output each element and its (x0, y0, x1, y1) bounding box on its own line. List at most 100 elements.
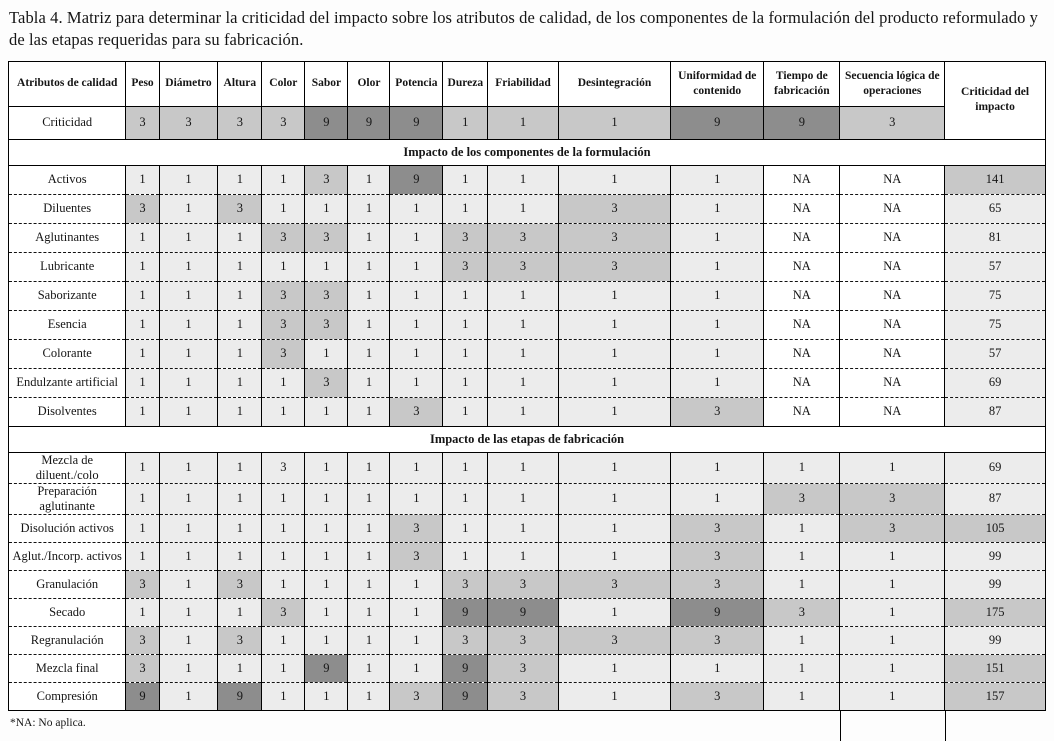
value-cell: 1 (557, 165, 671, 195)
value-cell: NA (839, 193, 945, 224)
value-cell: 1 (839, 569, 945, 599)
value-cell: 1 (442, 309, 488, 340)
value-cell: 3 (557, 625, 671, 655)
value-cell: 3 (839, 482, 945, 515)
value-cell: 1 (158, 309, 218, 340)
value-cell: 1 (442, 193, 488, 224)
value-cell: 1 (347, 513, 390, 543)
value-cell: 1 (125, 251, 160, 282)
value-cell: 1 (763, 681, 840, 711)
value-cell: 1 (261, 653, 305, 683)
table-row: Colorante 1 1 1 3 1 1 1 1 1 1 1 NA NA 57 (8, 338, 1046, 369)
value-cell: 1 (158, 193, 218, 224)
value-cell: 1 (670, 165, 764, 195)
value-cell: 1 (304, 541, 348, 571)
col-header: Desintegración (557, 61, 671, 107)
table-row: Aglutinantes 1 1 1 3 3 1 1 3 3 3 1 NA NA 81 (8, 222, 1046, 253)
value-cell: 1 (217, 309, 262, 340)
value-cell: 1 (217, 396, 262, 427)
value-cell: 1 (487, 165, 559, 195)
value-cell: 1 (389, 338, 443, 369)
criticality-cell: 3 (158, 106, 218, 140)
value-cell: 3 (557, 193, 671, 224)
table-row: Diluentes 3 1 3 1 1 1 1 1 1 3 1 NA NA 65 (8, 193, 1046, 224)
value-cell: 1 (125, 309, 160, 340)
value-cell: NA (763, 165, 840, 195)
table-row: Compresión 9 1 9 1 1 1 3 9 3 1 3 1 1 157 (8, 681, 1046, 711)
value-cell: 1 (304, 251, 348, 282)
value-cell: NA (763, 309, 840, 340)
col-header: Peso (125, 61, 160, 107)
value-cell: 1 (158, 396, 218, 427)
value-cell: 1 (487, 280, 559, 311)
value-cell: 3 (389, 513, 443, 543)
value-cell: 1 (261, 681, 305, 711)
value-cell: 1 (125, 541, 160, 571)
value-cell: 1 (261, 513, 305, 543)
impact-cell: 99 (944, 625, 1046, 655)
row-label: Disolución activos (8, 513, 126, 543)
value-cell: 1 (487, 309, 559, 340)
value-cell: 1 (158, 513, 218, 543)
value-cell: 3 (670, 569, 764, 599)
value-cell: 3 (125, 625, 160, 655)
value-cell: 1 (347, 625, 390, 655)
value-cell: NA (839, 367, 945, 398)
value-cell: 1 (557, 338, 671, 369)
value-cell: 1 (763, 513, 840, 543)
value-cell: NA (839, 222, 945, 253)
col-header: Friabilidad (487, 61, 559, 107)
table-row: Saborizante 1 1 1 3 3 1 1 1 1 1 1 NA NA 75 (8, 280, 1046, 311)
value-cell: 1 (487, 541, 559, 571)
value-cell: 1 (442, 452, 488, 484)
value-cell: 1 (557, 482, 671, 515)
value-cell: 1 (304, 569, 348, 599)
value-cell: 3 (557, 222, 671, 253)
value-cell: 3 (304, 309, 348, 340)
criticality-cell: 3 (839, 106, 945, 140)
page: { "title": "Tabla 4. Matriz para determi… (0, 7, 1054, 741)
value-cell: 1 (670, 193, 764, 224)
criticality-row: Criticidad 3 3 3 3 9 9 9 1 1 1 9 9 3 (8, 106, 1046, 140)
value-cell: 9 (125, 681, 160, 711)
value-cell: 1 (487, 193, 559, 224)
value-cell: 9 (442, 681, 488, 711)
value-cell: 1 (763, 625, 840, 655)
value-cell: 3 (670, 625, 764, 655)
value-cell: NA (763, 251, 840, 282)
section-header: Impacto de los componentes de la formula… (8, 138, 1046, 166)
value-cell: 1 (389, 653, 443, 683)
table-row: Disolventes 1 1 1 1 1 1 3 1 1 1 3 NA NA 87 (8, 396, 1046, 427)
impact-cell: 105 (944, 513, 1046, 543)
value-cell: 1 (158, 251, 218, 282)
value-cell: 3 (261, 338, 305, 369)
value-cell: 1 (304, 513, 348, 543)
row-label: Aglut./Incorp. activos (8, 541, 126, 571)
table-container: Atributos de calidad Peso Diámetro Altura Co… (8, 60, 1046, 741)
row-label: Regranulación (8, 625, 126, 655)
value-cell: 3 (670, 541, 764, 571)
value-cell: 1 (347, 251, 390, 282)
value-cell: 3 (125, 653, 160, 683)
impact-cell: 87 (944, 482, 1046, 515)
value-cell: 1 (670, 482, 764, 515)
value-cell: 3 (261, 309, 305, 340)
impact-cell: 99 (944, 569, 1046, 599)
value-cell: 1 (347, 541, 390, 571)
table-title: Tabla 4. Matriz para determinar la criti… (9, 8, 1039, 50)
value-cell: 1 (261, 367, 305, 398)
value-cell: 3 (839, 513, 945, 543)
value-cell: 1 (217, 597, 262, 627)
value-cell: NA (839, 280, 945, 311)
row-label: Mezcla de diluent./colo (8, 452, 126, 484)
table-row: Lubricante 1 1 1 1 1 1 1 3 3 3 1 NA NA 57 (8, 251, 1046, 282)
value-cell: 1 (389, 597, 443, 627)
value-cell: 1 (217, 165, 262, 195)
value-cell: 1 (557, 541, 671, 571)
impact-cell: 65 (944, 193, 1046, 224)
value-cell: NA (763, 280, 840, 311)
table-row: Endulzante artificial 1 1 1 1 3 1 1 1 1 1 1 NA NA 69 (8, 367, 1046, 398)
value-cell: 1 (389, 569, 443, 599)
value-cell: 1 (125, 452, 160, 484)
value-cell: 1 (557, 452, 671, 484)
